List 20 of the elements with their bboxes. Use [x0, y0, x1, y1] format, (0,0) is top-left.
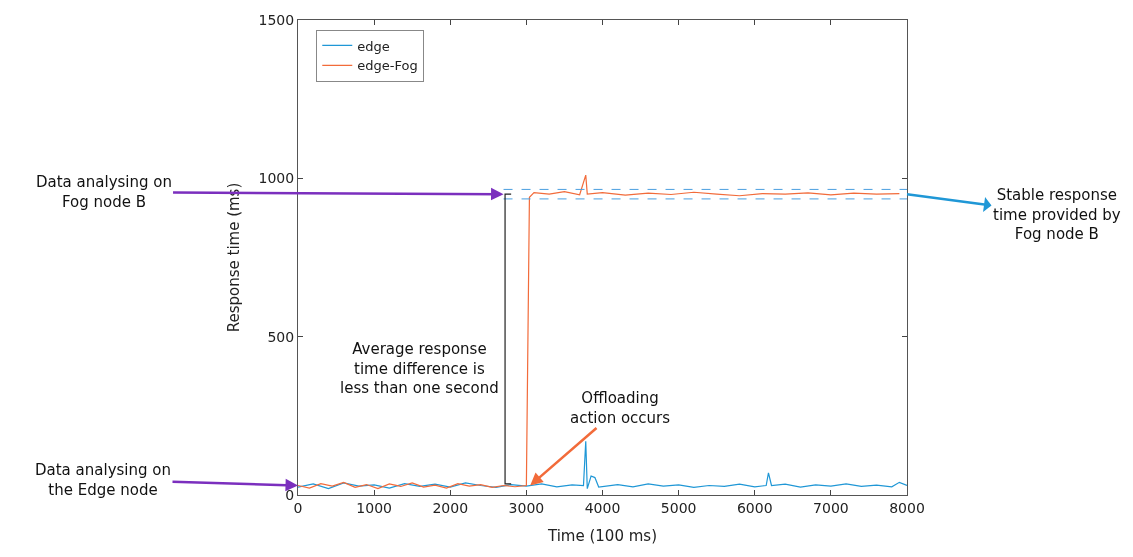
x-tick-label: 2000	[432, 499, 469, 516]
legend-label: edge-Fog	[357, 58, 418, 74]
annotation: Stable response time provided by Fog node B	[993, 186, 1121, 243]
annotation: Offloading action occurs	[570, 389, 671, 427]
x-axis-title: Time (100 ms)	[546, 526, 658, 545]
y-tick-label: 1000	[258, 170, 295, 187]
x-tick-label: 8000	[889, 499, 925, 516]
annotation: Data analysing on Fog node B	[36, 173, 172, 211]
y-tick-label: 500	[267, 328, 295, 345]
y-tick-label: 0	[285, 486, 295, 503]
x-tick-label: 6000	[736, 499, 773, 516]
x-tick-label: 5000	[660, 499, 697, 516]
legend-label: edge	[357, 38, 390, 54]
x-tick-label: 3000	[508, 499, 545, 516]
x-tick-label: 7000	[813, 499, 849, 516]
x-tick-label: 1000	[356, 499, 392, 516]
x-tick-label: 4000	[584, 499, 621, 516]
y-tick-label: 1500	[258, 11, 295, 28]
annotation: Data analysing on the Edge node	[35, 461, 171, 499]
annotation: Average response time difference is less than one second	[340, 340, 499, 397]
